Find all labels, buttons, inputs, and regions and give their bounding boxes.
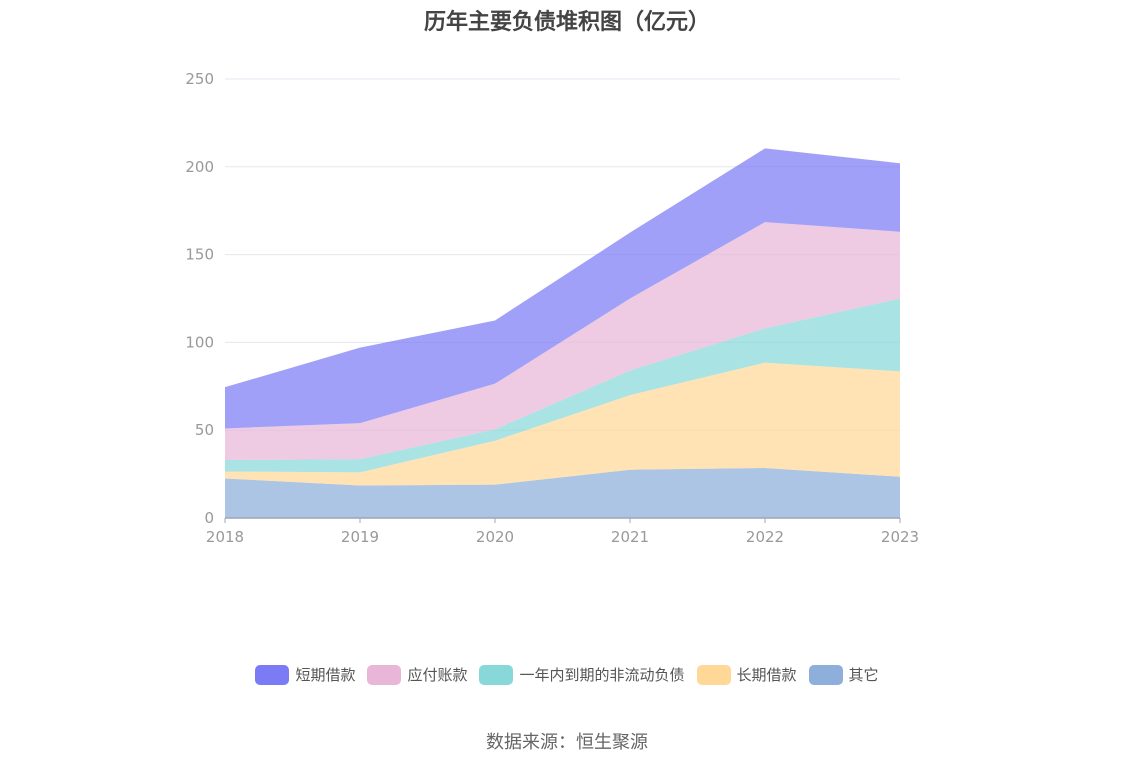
legend-item[interactable]: 应付账款	[367, 664, 467, 685]
x-tick-label: 2023	[881, 528, 919, 546]
legend-label: 一年内到期的非流动负债	[519, 666, 685, 684]
area-series-应付账款	[225, 222, 900, 461]
legend-swatch	[696, 664, 731, 685]
legend-item[interactable]: 短期借款	[255, 664, 355, 685]
data-source: 数据来源：恒生聚源	[486, 732, 648, 753]
y-tick-label: 0	[204, 509, 214, 527]
legend-label: 长期借款	[736, 666, 797, 684]
x-tick-label: 2022	[746, 528, 784, 546]
legend: 短期借款 应付账款 一年内到期的非流动负债 长期借款 其它	[0, 664, 1134, 685]
area-series-其它	[225, 467, 900, 518]
x-tick-label: 2018	[206, 528, 244, 546]
legend-swatch	[367, 664, 402, 685]
area-series	[225, 148, 900, 518]
axes: 0 50 100 150 200 250 2018 2019 2020 2021 2022 2023	[185, 70, 919, 546]
area-series-长期借款	[225, 362, 900, 486]
legend-swatch	[479, 664, 514, 685]
y-tick-label: 150	[185, 246, 214, 264]
y-tick-label: 100	[185, 333, 214, 351]
legend-label: 其它	[848, 666, 879, 684]
area-series-短期借款	[225, 148, 900, 429]
chart-title: 历年主要负债堆积图（亿元）	[423, 10, 710, 35]
legend-label: 短期借款	[295, 666, 356, 684]
y-tick-label: 250	[185, 70, 214, 88]
legend-label: 应付账款	[407, 666, 468, 684]
legend-item[interactable]: 一年内到期的非流动负债	[479, 664, 685, 685]
y-tick-label: 200	[185, 158, 214, 176]
x-tick-label: 2021	[611, 528, 649, 546]
legend-swatch	[808, 664, 843, 685]
legend-item[interactable]: 长期借款	[696, 664, 797, 685]
legend-swatch	[255, 664, 290, 685]
x-tick-label: 2019	[341, 528, 379, 546]
y-tick-label: 50	[195, 421, 214, 439]
area-series-一年内到期的非流动负债	[225, 298, 900, 473]
x-tick-label: 2020	[476, 528, 514, 546]
legend-item[interactable]: 其它	[808, 664, 879, 685]
